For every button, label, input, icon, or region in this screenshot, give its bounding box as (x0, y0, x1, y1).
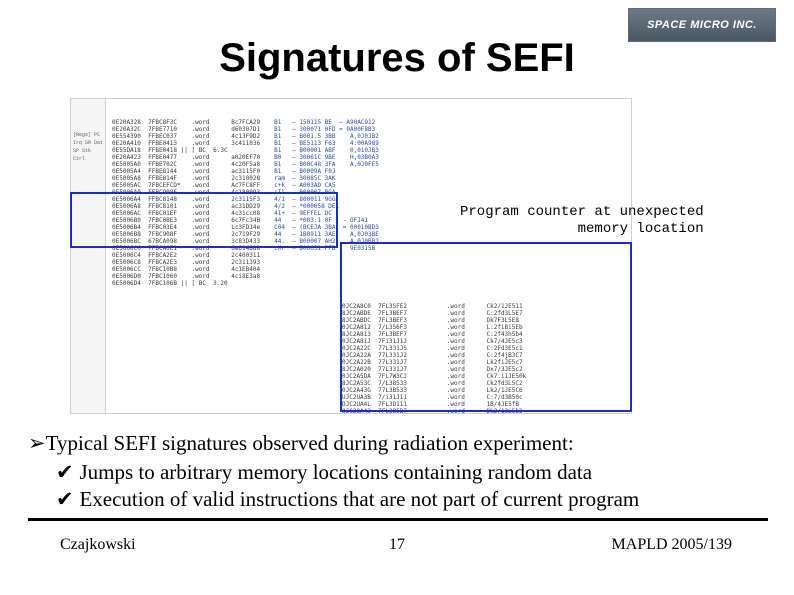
bullet-main-text: Typical SEFI signatures observed during … (46, 431, 574, 455)
annotation-line2: memory location (578, 221, 704, 237)
logo-text: SPACE MICRO INC. (647, 19, 757, 31)
bullet-sub-2-text: Execution of valid instructions that are… (79, 487, 639, 511)
bullet-list: ➢Typical SEFI signatures observed during… (28, 430, 768, 513)
slide-title: Signatures of SEFI (0, 36, 794, 81)
bullet-main: ➢Typical SEFI signatures observed during… (28, 430, 768, 457)
highlight-box-left (70, 192, 338, 248)
debugger-sidebar: [Regs] PC Irq SR Dat SP Stk Ctrl (71, 129, 105, 165)
footer-divider (28, 518, 768, 521)
bullet-sub-2: ✔ Execution of valid instructions that a… (28, 486, 768, 513)
check-icon: ✔ (56, 461, 79, 484)
annotation-line1: Program counter at unexpected (460, 204, 704, 220)
footer-conference: MAPLD 2005/139 (612, 536, 732, 554)
check-icon: ✔ (56, 488, 79, 511)
highlight-box-right (340, 242, 632, 412)
annotation-label: Program counter at unexpected memory loc… (460, 204, 704, 238)
bullet-sub-1: ✔ Jumps to arbitrary memory locations co… (28, 459, 768, 486)
arrow-icon: ➢ (28, 432, 46, 455)
bullet-sub-1-text: Jumps to arbitrary memory locations cont… (79, 460, 592, 484)
